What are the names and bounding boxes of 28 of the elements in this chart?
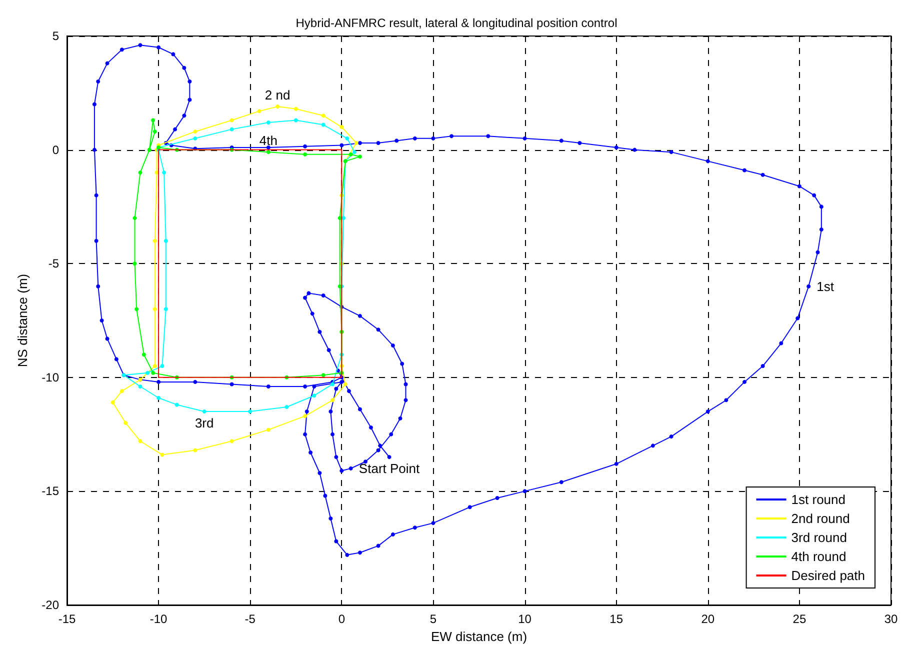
legend-label: 1st round xyxy=(791,492,846,507)
x-tick-label: 10 xyxy=(518,612,532,626)
y-axis-title: NS distance (m) xyxy=(15,274,30,368)
legend-label: 3rd round xyxy=(791,530,847,545)
x-tick-label: -5 xyxy=(244,612,256,626)
legend-label: 4th round xyxy=(791,549,846,564)
x-tick-label: 20 xyxy=(701,612,715,626)
annotation: 4th xyxy=(259,133,278,148)
x-tick-label: -10 xyxy=(150,612,168,626)
x-tick-label: 0 xyxy=(338,612,346,626)
annotation: Start Point xyxy=(358,461,420,476)
annotation: 1st xyxy=(816,278,834,294)
y-tick-label: -15 xyxy=(42,484,60,498)
x-tick-label: 5 xyxy=(430,612,437,626)
y-tick-label: -5 xyxy=(48,256,60,271)
x-tick-label: 30 xyxy=(884,612,898,626)
y-tick-label: 5 xyxy=(52,29,60,43)
x-tick-label: 25 xyxy=(792,612,806,626)
chart-title: Hybrid-ANFMRC result, lateral & longitudinal position control xyxy=(296,16,618,30)
y-tick-label: 0 xyxy=(52,142,60,157)
y-tick-label: -10 xyxy=(42,370,60,384)
legend-label: Desired path xyxy=(791,568,866,583)
annotation: 2 nd xyxy=(264,88,290,103)
x-axis-title: EW distance (m) xyxy=(430,628,528,644)
y-tick-label: -20 xyxy=(42,598,60,612)
x-tick-label: 15 xyxy=(610,612,624,626)
legend-label: 2nd round xyxy=(791,511,850,526)
annotation: 3rd xyxy=(194,416,214,431)
